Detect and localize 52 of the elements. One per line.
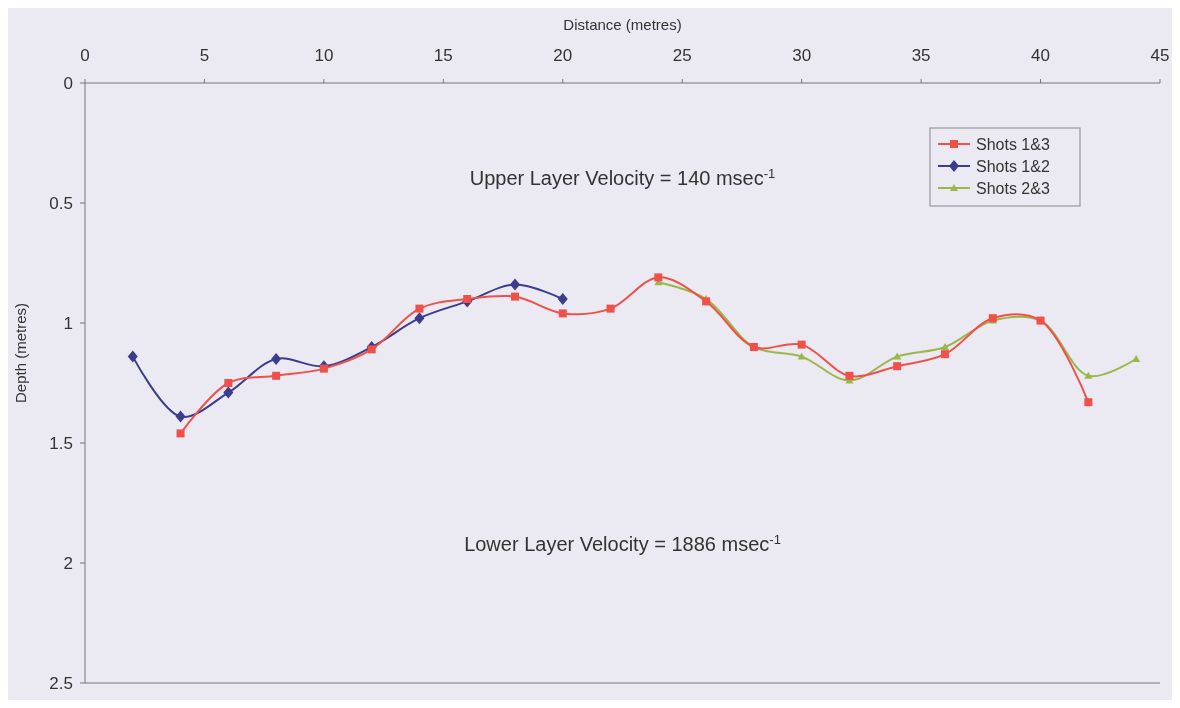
point [463, 295, 472, 303]
y-axis-title: Depth (metres) [12, 302, 29, 404]
y-tick-label: 1.5 [49, 433, 73, 453]
point [367, 345, 376, 354]
point [510, 278, 520, 291]
point [271, 353, 282, 365]
y-tick-label: 0.5 [49, 193, 73, 213]
x-tick-label: 0 [80, 46, 90, 65]
point [319, 364, 328, 373]
point [702, 297, 711, 306]
x-tick-label: 5 [199, 46, 210, 65]
point [797, 340, 806, 349]
point [941, 343, 949, 350]
point [797, 352, 806, 360]
point [1084, 398, 1093, 407]
point [511, 292, 519, 301]
point [941, 350, 949, 359]
point [272, 371, 281, 380]
y-tick-label: 0 [63, 73, 73, 93]
annotation: Lower Layer Velocity = 1886 msec$^{-1}$ [464, 531, 781, 555]
x-tick-label: 20 [553, 46, 573, 65]
point [606, 304, 615, 313]
point [1084, 371, 1093, 379]
point [1132, 355, 1141, 362]
point [224, 379, 233, 387]
point [893, 362, 902, 371]
x-tick-label: 30 [792, 46, 812, 65]
y-tick-label: 2.5 [49, 673, 73, 693]
legend-label: Shots 1&3 [976, 135, 1050, 153]
point [557, 293, 568, 305]
legend-label: Shots 1&2 [976, 157, 1050, 175]
point [558, 309, 567, 318]
x-tick-label: 15 [433, 46, 453, 65]
y-tick-label: 1 [63, 313, 73, 333]
point [175, 410, 186, 423]
point [414, 312, 425, 325]
point [415, 304, 424, 313]
point [127, 350, 138, 363]
point [176, 429, 185, 438]
x-tick-label: 25 [672, 46, 692, 65]
point [893, 352, 902, 360]
legend-label: Shots 2&3 [976, 179, 1050, 197]
x-tick-label: 10 [314, 46, 334, 65]
x-tick-label: 45 [1150, 46, 1170, 65]
x-tick-label: 35 [911, 46, 931, 65]
point [223, 386, 234, 399]
x-tick-label: 40 [1031, 46, 1051, 65]
annotation: Upper Layer Velocity = 140 msec$^{-1}$ [469, 165, 776, 189]
point [845, 371, 854, 380]
x-axis-title: Distance (metres) [563, 16, 682, 33]
y-tick-label: 2 [63, 553, 73, 573]
point [654, 273, 663, 282]
